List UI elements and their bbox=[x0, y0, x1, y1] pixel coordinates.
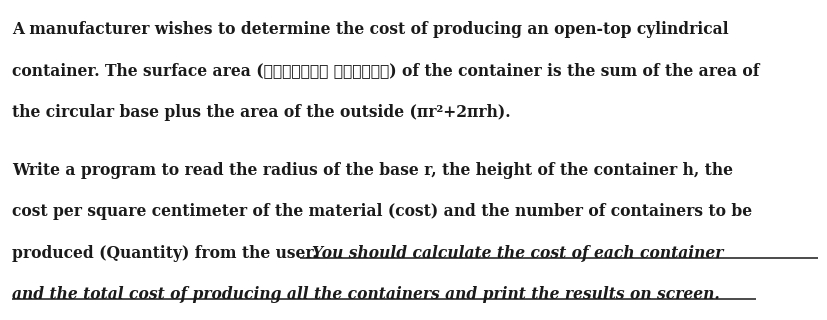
Text: Write a program to read the radius of the base r, the height of the container h,: Write a program to read the radius of th… bbox=[12, 162, 733, 179]
Text: cost per square centimeter of the material (cost) and the number of containers t: cost per square centimeter of the materi… bbox=[12, 203, 752, 220]
Text: container. The surface area (المساحة الكلية) of the container is the sum of the : container. The surface area (المساحة الك… bbox=[12, 62, 759, 79]
Text: produced (Quantity) from the user.: produced (Quantity) from the user. bbox=[12, 245, 323, 262]
Text: and the total cost of producing all the containers and print the results on scre: and the total cost of producing all the … bbox=[12, 286, 719, 303]
Text: You should calculate the cost of each container: You should calculate the cost of each co… bbox=[312, 245, 723, 262]
Text: A manufacturer wishes to determine the cost of producing an open-top cylindrical: A manufacturer wishes to determine the c… bbox=[12, 21, 728, 38]
Text: the circular base plus the area of the outside (πr²+2πrh).: the circular base plus the area of the o… bbox=[12, 104, 510, 121]
